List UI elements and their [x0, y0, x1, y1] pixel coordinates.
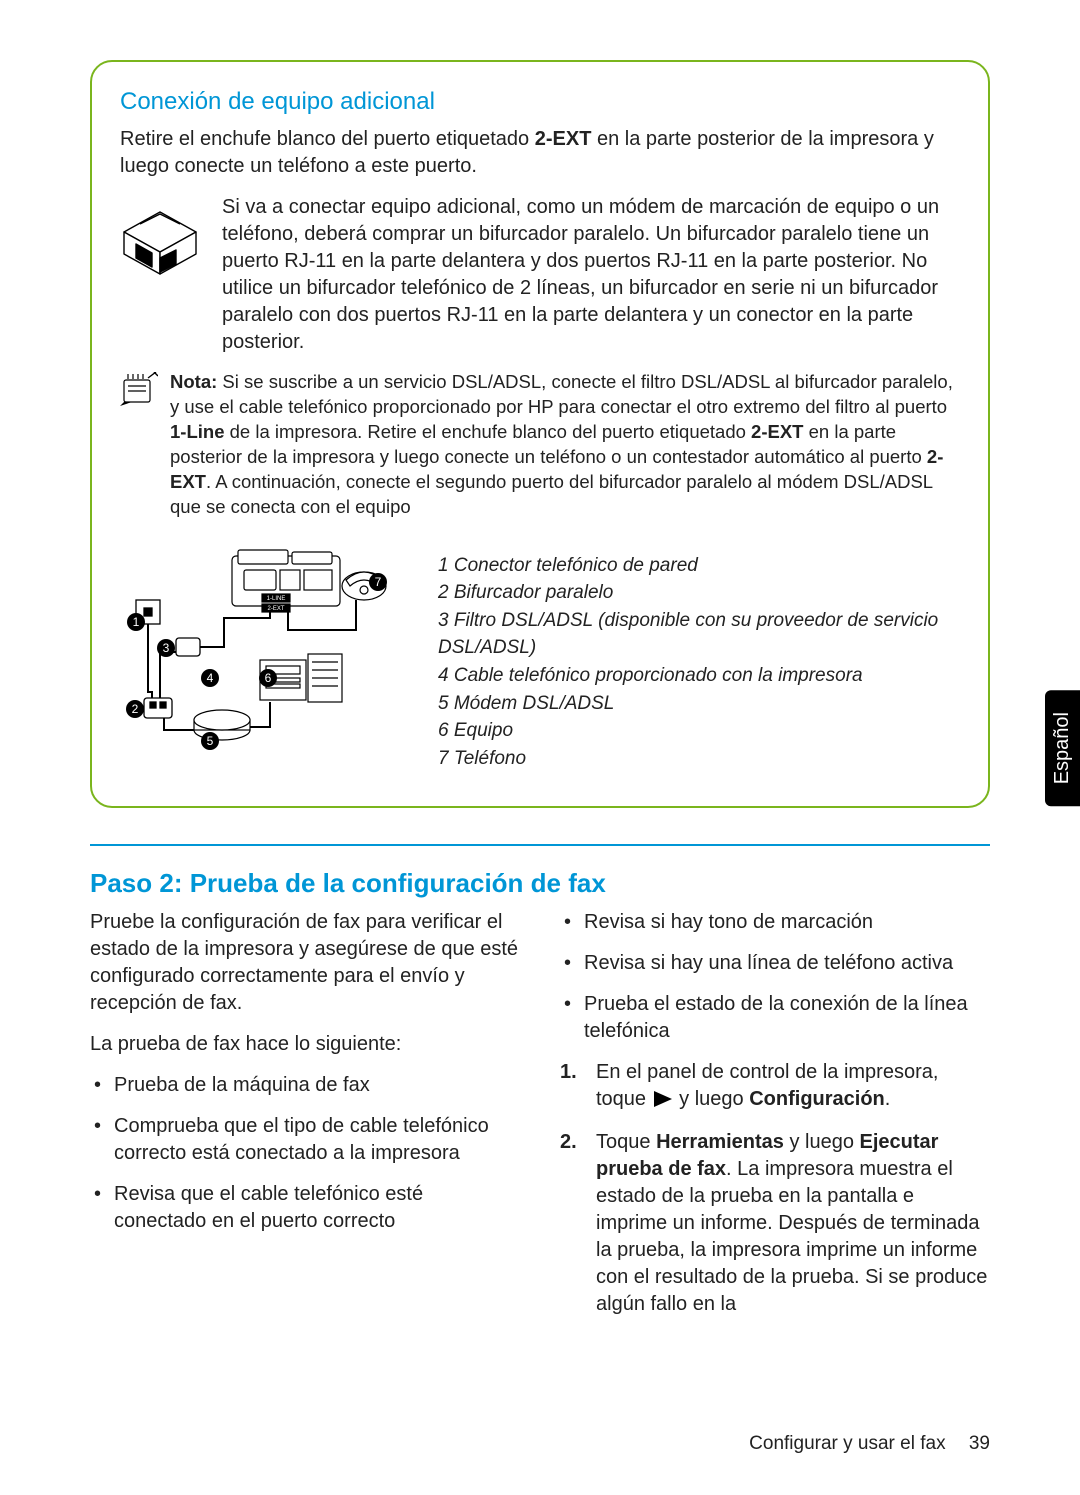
right-arrow-icon [654, 1088, 672, 1115]
step2-intro: Pruebe la configuración de fax para veri… [90, 909, 520, 1017]
svg-text:4: 4 [207, 671, 214, 685]
legend-6: 6 Equipo [438, 717, 960, 745]
box-title: Conexión de equipo adicional [120, 88, 960, 116]
bullet-left-2: Revisa que el cable telefónico esté cone… [90, 1181, 520, 1235]
footer-section: Configurar y usar el fax [749, 1433, 945, 1454]
diagram-legend: 1 Conector telefónico de pared 2 Bifurca… [438, 542, 960, 772]
page-footer: Configurar y usar el fax 39 [749, 1433, 990, 1455]
step2-bullets-right: Revisa si hay tono de marcación Revisa s… [560, 909, 990, 1045]
footer-page-number: 39 [969, 1433, 990, 1454]
splitter-icon [120, 194, 200, 356]
svg-text:5: 5 [207, 734, 214, 748]
box-intro: Retire el enchufe blanco del puerto etiq… [120, 126, 960, 180]
note-b2: 2-EXT [751, 421, 803, 442]
note-p2: de la impresora. Retire el enchufe blanc… [224, 421, 751, 442]
box-intro-bold: 2-EXT [535, 128, 592, 150]
ol-step-2: Toque Herramientas y luego Ejecutar prue… [560, 1129, 990, 1318]
bullet-left-0: Prueba de la máquina de fax [90, 1072, 520, 1099]
box-intro-pre: Retire el enchufe blanco del puerto etiq… [120, 128, 535, 150]
ol2-post: . La impresora muestra el estado de la p… [596, 1158, 987, 1315]
bullet-right-0: Revisa si hay tono de marcación [560, 909, 990, 936]
diagram-label-2ext: 2-EXT [267, 606, 284, 612]
note-icon [120, 370, 160, 520]
ol1-post: . [885, 1088, 891, 1110]
ol1-mid: y luego [674, 1088, 750, 1110]
bullet-right-1: Revisa si hay una línea de teléfono acti… [560, 950, 990, 977]
language-tab: Español [1045, 690, 1080, 806]
connection-diagram: 1-LINE 2-EXT [120, 542, 410, 759]
svg-text:3: 3 [163, 641, 170, 655]
svg-text:1: 1 [133, 615, 140, 629]
ol2-pre: Toque [596, 1131, 656, 1153]
note-p1: Si se suscribe a un servicio DSL/ADSL, c… [170, 371, 953, 417]
info-box-additional-equipment: Conexión de equipo adicional Retire el e… [90, 60, 990, 808]
diagram-label-1line: 1-LINE [267, 596, 286, 602]
note-label: Nota: [170, 371, 217, 392]
legend-4: 4 Cable telefónico proporcionado con la … [438, 662, 960, 690]
splitter-paragraph: Si va a conectar equipo adicional, como … [222, 194, 960, 356]
svg-text:2: 2 [132, 702, 139, 716]
bullet-right-2: Prueba el estado de la conexión de la lí… [560, 991, 990, 1045]
legend-7: 7 Teléfono [438, 745, 960, 773]
note-b1: 1-Line [170, 421, 224, 442]
ol2-b1: Herramientas [656, 1131, 784, 1153]
step2-bullets-left: Prueba de la máquina de fax Comprueba qu… [90, 1072, 520, 1235]
step2-right-column: Revisa si hay tono de marcación Revisa s… [560, 909, 990, 1332]
step2-title: Paso 2: Prueba de la configuración de fa… [90, 868, 990, 899]
note-p4: . A continuación, conecte el segundo pue… [170, 471, 932, 517]
svg-text:7: 7 [375, 575, 382, 589]
legend-1: 1 Conector telefónico de pared [438, 552, 960, 580]
bullet-left-1: Comprueba que el tipo de cable telefónic… [90, 1113, 520, 1167]
legend-3: 3 Filtro DSL/ADSL (disponible con su pro… [438, 607, 960, 662]
legend-2: 2 Bifurcador paralelo [438, 579, 960, 607]
step2-ordered-steps: En el panel de control de la impresora, … [560, 1059, 990, 1318]
note-paragraph: Nota: Si se suscribe a un servicio DSL/A… [170, 370, 960, 520]
step2-lead: La prueba de fax hace lo siguiente: [90, 1031, 520, 1058]
ol-step-1: En el panel de control de la impresora, … [560, 1059, 990, 1115]
ol1-bold: Configuración [749, 1088, 885, 1110]
svg-text:6: 6 [265, 671, 272, 685]
section-separator [90, 844, 990, 846]
step2-left-column: Pruebe la configuración de fax para veri… [90, 909, 520, 1332]
ol2-mid: y luego [784, 1131, 860, 1153]
legend-5: 5 Módem DSL/ADSL [438, 690, 960, 718]
